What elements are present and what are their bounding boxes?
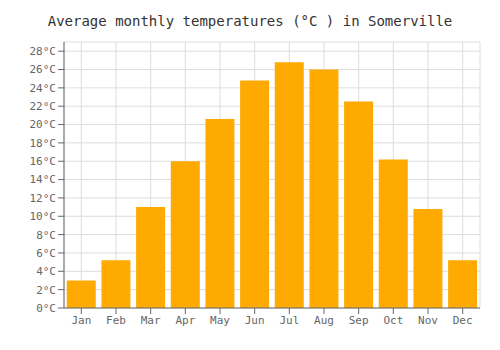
svg-text:Mar: Mar [141,314,161,327]
svg-text:Jan: Jan [71,314,91,327]
svg-text:6°C: 6°C [36,247,56,260]
svg-text:0°C: 0°C [36,302,56,315]
svg-text:14°C: 14°C [30,173,57,186]
svg-text:Apr: Apr [175,314,195,327]
svg-text:Jun: Jun [245,314,265,327]
svg-text:28°C: 28°C [30,45,57,58]
svg-text:Sep: Sep [349,314,369,327]
svg-text:2°C: 2°C [36,284,56,297]
svg-text:20°C: 20°C [30,118,57,131]
html-text:Average monthly temperatures (: Average monthly temperatures (°C ) in So… [47,13,453,29]
svg-text:8°C: 8°C [36,229,56,242]
svg-text:12°C: 12°C [30,192,57,205]
svg-text:May: May [210,314,230,327]
svg-text:Aug: Aug [314,314,334,327]
svg-text:18°C: 18°C [30,137,57,150]
svg-text:4°C: 4°C [36,265,56,278]
svg-text:22°C: 22°C [30,100,57,113]
svg-text:26°C: 26°C [30,63,57,76]
svg-text:Dec: Dec [453,314,473,327]
svg-text:10°C: 10°C [30,210,57,223]
svg-text:Jul: Jul [279,314,299,327]
svg-text:Feb: Feb [106,314,126,327]
svg-text:24°C: 24°C [30,82,57,95]
svg-text:Nov: Nov [418,314,438,327]
svg-text:16°C: 16°C [30,155,57,168]
svg-text:Oct: Oct [383,314,403,327]
